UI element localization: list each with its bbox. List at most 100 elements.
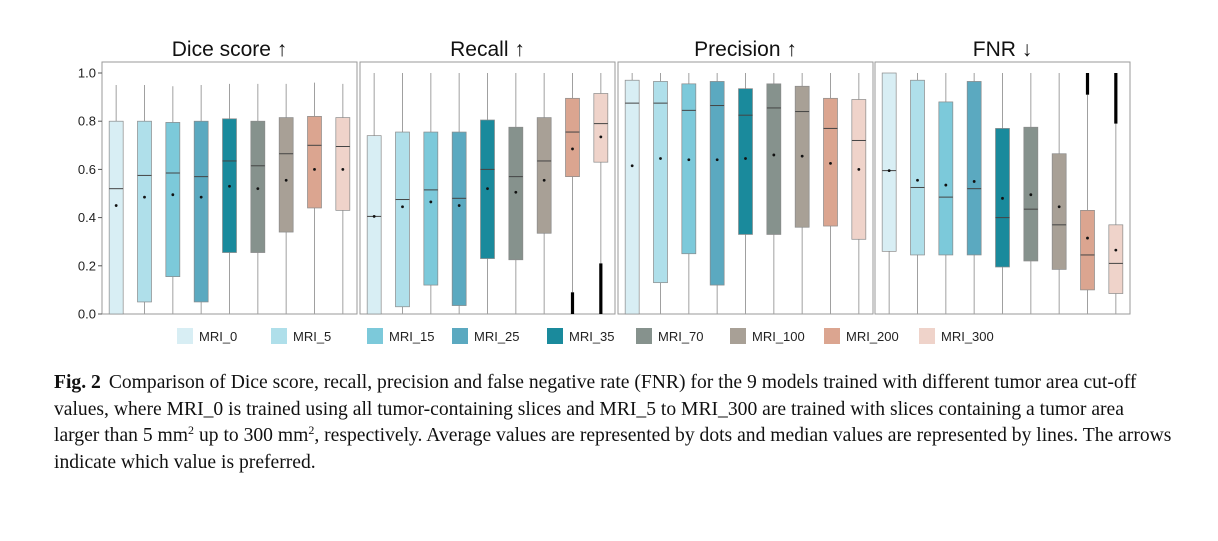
legend: MRI_0 MRI_5 MRI_15 MRI_25 MRI_35 MRI_70 MRI_10… (177, 328, 994, 344)
box-MRI_35 (222, 83, 237, 314)
box-iqr (938, 101, 954, 256)
mean-dot (715, 158, 719, 162)
box-iqr (536, 117, 552, 234)
box-MRI_5 (653, 73, 668, 314)
box-MRI_0 (108, 85, 124, 315)
legend-item-MRI_100: MRI_100 (730, 328, 805, 344)
mean-dot (944, 183, 948, 187)
box-MRI_100 (1051, 73, 1067, 314)
box-MRI_200 (1080, 73, 1095, 314)
box-iqr (423, 131, 439, 286)
box-iqr (250, 120, 266, 253)
mean-dot (542, 178, 546, 182)
box-iqr (193, 120, 209, 303)
legend-item-MRI_300: MRI_300 (919, 328, 994, 344)
box-iqr (966, 81, 982, 256)
legend-item-MRI_25: MRI_25 (452, 328, 520, 344)
box-iqr (307, 116, 322, 209)
box-iqr (624, 79, 640, 315)
legend-label: MRI_5 (293, 329, 331, 344)
box-iqr (1051, 153, 1067, 270)
y-tick-label: 0.6 (78, 162, 96, 177)
legend-label: MRI_70 (658, 329, 704, 344)
legend-item-MRI_5: MRI_5 (271, 328, 331, 344)
box-MRI_15 (681, 73, 697, 314)
box-MRI_5 (910, 73, 925, 314)
mean-dot (887, 169, 891, 173)
mean-dot (1029, 193, 1033, 197)
legend-item-MRI_35: MRI_35 (547, 328, 615, 344)
box-MRI_35 (480, 73, 495, 314)
legend-swatch (636, 328, 652, 344)
y-axis: 0.0 0.2 0.4 0.6 0.8 1.0 (78, 66, 102, 322)
mean-dot (171, 193, 175, 197)
legend-label: MRI_35 (569, 329, 615, 344)
mean-dot (429, 200, 433, 204)
caption-sup-2: 2 (308, 423, 315, 437)
box-MRI_0 (881, 72, 897, 314)
box-MRI_300 (851, 73, 867, 314)
mean-dot (772, 153, 776, 157)
mean-dot (1086, 236, 1089, 240)
panel-3: Precision ↑ (617, 38, 874, 315)
mean-dot (284, 178, 288, 182)
box-MRI_100 (536, 73, 552, 314)
box-iqr (165, 122, 181, 277)
legend-swatch (547, 328, 563, 344)
box-iqr (881, 72, 897, 252)
legend-label: MRI_200 (846, 329, 899, 344)
caption-label: Fig. 2 (54, 372, 101, 393)
mean-dot (1114, 248, 1118, 252)
box-iqr (278, 117, 294, 233)
box-iqr (108, 120, 124, 315)
mean-dot (457, 204, 461, 207)
box-MRI_25 (193, 85, 209, 314)
legend-swatch (452, 328, 468, 344)
mean-dot (114, 204, 118, 207)
box-MRI_70 (508, 73, 524, 314)
mean-dot (372, 214, 376, 218)
mean-dot (857, 168, 861, 171)
mean-dot (800, 154, 804, 158)
panel-title: Recall ↑ (450, 38, 525, 61)
box-MRI_70 (766, 73, 782, 314)
panel-title: Dice score ↑ (172, 38, 288, 61)
caption-text-3: , respectively. Average values are repre… (54, 425, 1172, 473)
mean-dot (486, 187, 489, 191)
legend-swatch (271, 328, 287, 344)
y-tick-label: 0.4 (78, 210, 96, 225)
mean-dot (659, 157, 662, 160)
mean-dot (199, 195, 203, 199)
mean-dot (687, 158, 691, 162)
mean-dot (916, 178, 919, 182)
mean-dot (256, 187, 260, 191)
legend-label: MRI_0 (199, 329, 237, 344)
box-MRI_5 (137, 85, 152, 314)
mean-dot (313, 168, 316, 171)
mean-dot (829, 161, 832, 165)
box-iqr (395, 131, 410, 308)
box-iqr (653, 81, 668, 284)
mean-dot (143, 195, 146, 199)
box-iqr (565, 97, 580, 177)
mean-dot (1057, 205, 1061, 209)
box-MRI_35 (738, 73, 753, 314)
y-tick-label: 0.0 (78, 307, 96, 322)
box-MRI_25 (451, 73, 467, 314)
panel-1: Dice score ↑ (101, 38, 358, 315)
legend-item-MRI_70: MRI_70 (636, 328, 704, 344)
box-iqr (1108, 224, 1124, 294)
box-MRI_15 (165, 86, 181, 314)
box-MRI_25 (966, 73, 982, 314)
chart-panels: Dice score ↑ Recall ↑ Precision ↑ FNR ↓ (101, 38, 1131, 315)
box-MRI_300 (593, 73, 609, 314)
caption-sup-1: 2 (188, 423, 195, 437)
mean-dot (744, 157, 747, 160)
caption-text-2: up to 300 mm (194, 425, 309, 446)
box-iqr (137, 120, 152, 303)
box-MRI_0 (624, 73, 640, 315)
box-MRI_25 (709, 73, 725, 314)
box-MRI_300 (335, 83, 351, 314)
legend-item-MRI_0: MRI_0 (177, 328, 237, 344)
legend-label: MRI_300 (941, 329, 994, 344)
